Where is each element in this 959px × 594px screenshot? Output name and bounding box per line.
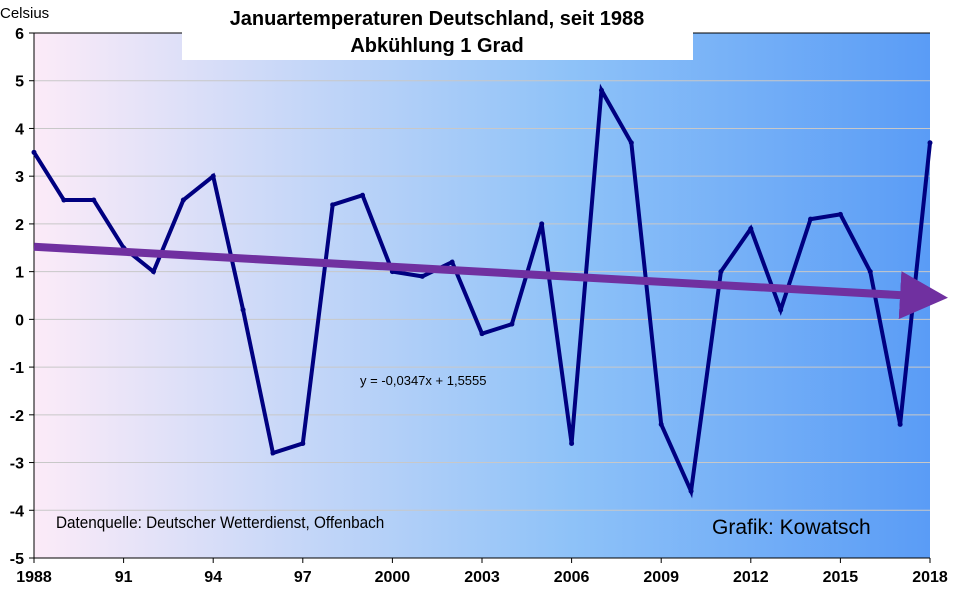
data-point xyxy=(270,450,276,456)
data-point xyxy=(867,269,873,275)
x-tick-label: 2006 xyxy=(554,569,590,586)
y-tick-label: -4 xyxy=(10,503,24,520)
data-point xyxy=(897,421,903,427)
y-tick-label: 1 xyxy=(15,265,24,282)
data-point xyxy=(778,307,784,313)
data-point xyxy=(419,273,425,279)
x-tick-label: 2000 xyxy=(375,569,411,586)
data-point xyxy=(330,202,336,208)
data-point xyxy=(748,226,754,232)
trend-line xyxy=(33,242,948,320)
data-point xyxy=(509,321,515,327)
y-tick-label: 3 xyxy=(15,169,24,186)
y-tick-label: -3 xyxy=(10,456,24,473)
data-point xyxy=(479,331,485,337)
data-point xyxy=(688,488,694,494)
data-point xyxy=(658,421,664,427)
data-point xyxy=(180,197,186,203)
source-note: Datenquelle: Deutscher Wetterdienst, Off… xyxy=(56,513,384,532)
x-tick-label: 91 xyxy=(115,569,133,586)
data-point xyxy=(927,140,933,146)
data-point xyxy=(539,221,545,227)
x-tick-label: 2009 xyxy=(643,569,679,586)
data-point xyxy=(837,211,843,217)
data-point xyxy=(569,440,575,446)
title-box xyxy=(182,5,693,60)
x-tick-label: 1988 xyxy=(16,569,52,586)
credit-note: Grafik: Kowatsch xyxy=(712,516,871,539)
data-point xyxy=(61,197,67,203)
y-tick-label: 5 xyxy=(15,74,24,91)
data-point xyxy=(31,149,37,155)
x-tick-label: 2018 xyxy=(912,569,948,586)
chart-title: Januartemperaturen Deutschland, seit 198… xyxy=(230,8,645,30)
x-tick-label: 2015 xyxy=(823,569,859,586)
data-point xyxy=(808,216,814,222)
plot-background xyxy=(34,33,930,558)
chart-subtitle: Abkühlung 1 Grad xyxy=(350,35,523,57)
data-point xyxy=(449,259,455,265)
y-tick-label: -2 xyxy=(10,408,24,425)
data-point xyxy=(360,192,366,198)
data-point xyxy=(300,440,306,446)
y-tick-label: -1 xyxy=(10,360,24,377)
data-point xyxy=(210,173,216,179)
y-tick-label: 2 xyxy=(15,217,24,234)
x-tick-label: 97 xyxy=(294,569,312,586)
y-tick-label: 4 xyxy=(15,121,24,138)
x-tick-label: 2003 xyxy=(464,569,500,586)
data-point xyxy=(150,269,156,275)
y-tick-label: -5 xyxy=(10,551,24,568)
data-point xyxy=(91,197,97,203)
x-tick-label: 2012 xyxy=(733,569,769,586)
data-point xyxy=(718,269,724,275)
data-point xyxy=(598,87,604,93)
data-point xyxy=(240,307,246,313)
data-point xyxy=(628,140,634,146)
y-tick-label: 0 xyxy=(15,312,24,329)
trend-equation: y = -0,0347x + 1,5555 xyxy=(360,373,486,388)
y-tick-label: 6 xyxy=(15,26,24,43)
x-tick-label: 94 xyxy=(204,569,222,586)
y-axis-label: Celsius xyxy=(0,5,49,22)
